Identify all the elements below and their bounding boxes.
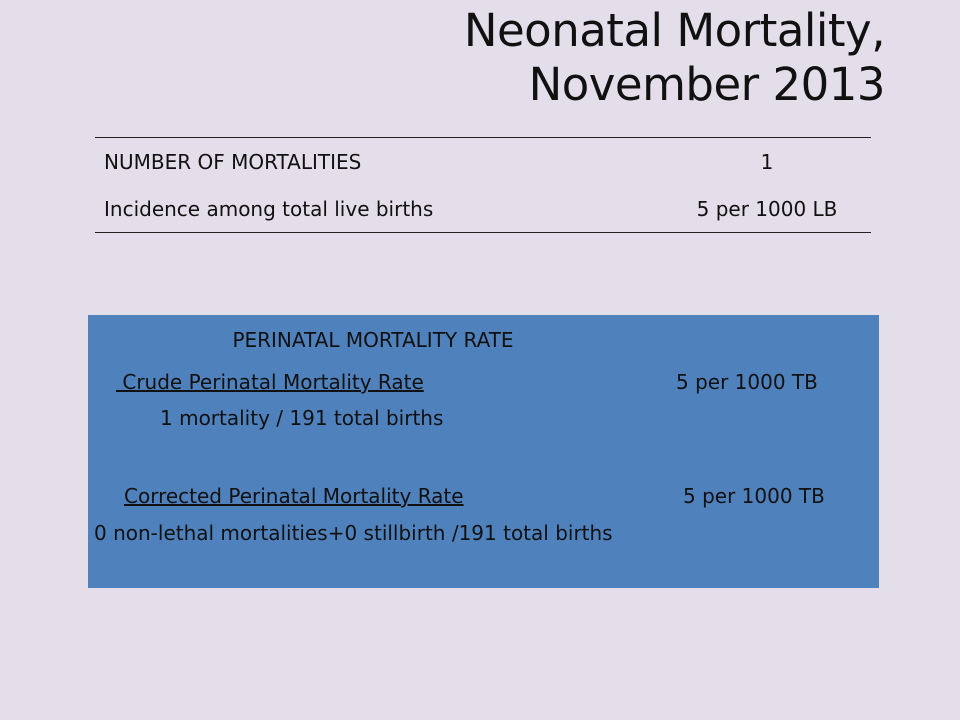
table-row: NUMBER OF MORTALITIES 1 bbox=[95, 138, 871, 186]
corrected-rate-label: Corrected Perinatal Mortality Rate bbox=[124, 484, 464, 508]
perinatal-heading: PERINATAL MORTALITY RATE bbox=[232, 328, 514, 352]
corrected-rate-value: 5 per 1000 TB bbox=[683, 484, 825, 508]
title-line-2: November 2013 bbox=[528, 58, 886, 111]
corrected-rate-detail: 0 non-lethal mortalities+0 stillbirth /1… bbox=[94, 521, 613, 545]
table-row: Incidence among total live births 5 per … bbox=[95, 185, 871, 233]
crude-rate-label: Crude Perinatal Mortality Rate bbox=[116, 370, 424, 394]
perinatal-mortality-box: PERINATAL MORTALITY RATE Crude Perinatal… bbox=[88, 315, 879, 588]
slide-title: Neonatal Mortality, November 2013 bbox=[185, 4, 886, 112]
stat-label: NUMBER OF MORTALITIES bbox=[104, 149, 362, 174]
stat-value: 5 per 1000 LB bbox=[696, 196, 838, 221]
crude-rate-detail: 1 mortality / 191 total births bbox=[160, 406, 444, 430]
stat-value: 1 bbox=[760, 149, 774, 174]
stat-label: Incidence among total live births bbox=[104, 196, 434, 221]
mortality-stats-table: NUMBER OF MORTALITIES 1 Incidence among … bbox=[95, 137, 871, 233]
crude-rate-value: 5 per 1000 TB bbox=[676, 370, 818, 394]
title-line-1: Neonatal Mortality, bbox=[463, 4, 886, 57]
